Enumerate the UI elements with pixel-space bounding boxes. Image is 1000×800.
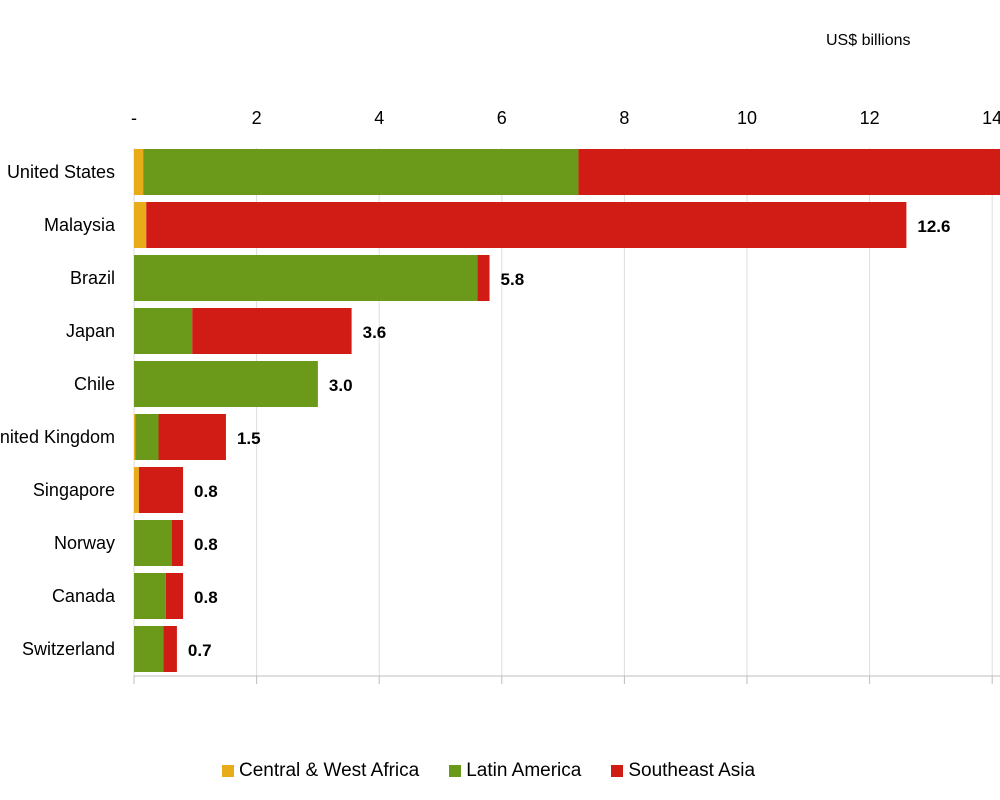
- bar-segment-southeast-asia: [578, 149, 1000, 195]
- category-label: Brazil: [70, 268, 115, 288]
- total-labels: 12.6 5.8 3.6 3.0 1.5 0.8 0.8 0.8 0.7: [188, 217, 951, 660]
- x-tick-label: 6: [497, 108, 507, 128]
- category-label: Chile: [74, 374, 115, 394]
- category-labels: United States Malaysia Brazil Japan Chile Uni…: [0, 162, 116, 659]
- category-label: Japan: [66, 321, 115, 341]
- total-label: 3.0: [329, 376, 353, 395]
- total-label: 0.8: [194, 482, 218, 501]
- category-label: Malaysia: [44, 215, 116, 235]
- bar-segment-southeast-asia: [146, 202, 907, 248]
- legend-swatch-latin-america: [449, 765, 462, 777]
- x-tick-label: -: [131, 108, 137, 128]
- legend-item-southeast-asia: Southeast Asia: [611, 760, 755, 782]
- category-label: Norway: [54, 533, 115, 553]
- total-label: 12.6: [917, 217, 950, 236]
- legend-label-southeast-asia: Southeast Asia: [628, 760, 756, 781]
- legend-item-central-west-africa: Central & West Africa: [222, 760, 419, 782]
- x-tick-label: 4: [374, 108, 384, 128]
- total-label: 5.8: [501, 270, 525, 289]
- bar-segment-latin-america: [135, 414, 159, 460]
- bar-segment-latin-america: [134, 255, 478, 301]
- category-label: United Kingdom: [0, 427, 115, 447]
- bar-segment-southeast-asia: [172, 520, 184, 566]
- bar-segment-central-west-africa: [134, 202, 147, 248]
- bar-segment-southeast-asia: [477, 255, 490, 301]
- total-label: 0.7: [188, 641, 212, 660]
- x-tick-label: 14: [982, 108, 1000, 128]
- bar-segment-central-west-africa: [134, 467, 139, 513]
- category-label: United States: [7, 162, 115, 182]
- x-tick-label: 2: [252, 108, 262, 128]
- legend-label-latin-america: Latin America: [466, 760, 582, 781]
- category-label: Canada: [52, 586, 116, 606]
- bar-segment-latin-america: [143, 149, 579, 195]
- bar-segment-southeast-asia: [163, 626, 177, 672]
- bar-segment-central-west-africa: [134, 414, 136, 460]
- bar-segment-latin-america: [134, 361, 318, 407]
- legend-label-central-west-africa: Central & West Africa: [239, 760, 420, 781]
- x-tick-label: 12: [860, 108, 880, 128]
- legend-swatch-southeast-asia: [611, 765, 624, 777]
- bar-segment-latin-america: [134, 626, 164, 672]
- category-label: Singapore: [33, 480, 115, 500]
- bars: [134, 149, 1000, 672]
- bar-segment-southeast-asia: [138, 467, 184, 513]
- x-axis-ticks: - 2 4 6 8 10 12 14: [131, 108, 1000, 128]
- bar-segment-latin-america: [134, 520, 173, 566]
- bar-segment-latin-america: [134, 573, 166, 619]
- legend-swatch-central-west-africa: [222, 765, 234, 777]
- category-label: Switzerland: [22, 639, 115, 659]
- legend: Central & West Africa Latin America Sout…: [222, 760, 755, 782]
- bar-segment-southeast-asia: [158, 414, 226, 460]
- legend-item-latin-america: Latin America: [449, 760, 581, 782]
- bar-segment-southeast-asia: [165, 573, 184, 619]
- total-label: 0.8: [194, 588, 218, 607]
- bar-segment-southeast-asia: [192, 308, 352, 354]
- unit-label: US$ billions: [826, 32, 911, 49]
- bar-segment-latin-america: [134, 308, 193, 354]
- x-tick-label: 10: [737, 108, 757, 128]
- x-tick-label: 8: [619, 108, 629, 128]
- bar-segment-central-west-africa: [134, 149, 144, 195]
- total-label: 3.6: [363, 323, 387, 342]
- total-label: 1.5: [237, 429, 261, 448]
- total-label: 0.8: [194, 535, 218, 554]
